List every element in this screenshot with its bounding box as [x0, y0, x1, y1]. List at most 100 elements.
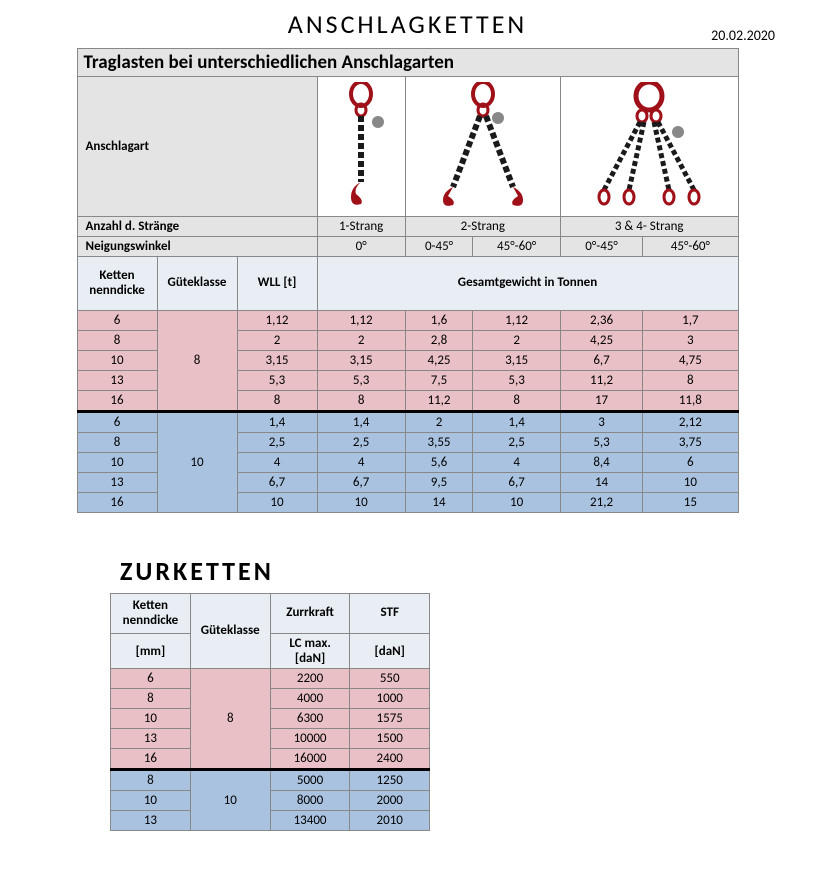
- table-row: 682200550: [111, 669, 430, 689]
- z-mm-label: [mm]: [111, 634, 191, 669]
- cell-stf: 550: [350, 669, 430, 689]
- cell-dia: 13: [77, 473, 157, 493]
- cell-value: 5,6: [405, 453, 473, 473]
- cell-value: 4,25: [405, 351, 473, 371]
- cell-wll: 6,7: [237, 473, 317, 493]
- cell-dia: 13: [111, 729, 191, 749]
- cell-dia: 16: [77, 391, 157, 412]
- cell-dia: 10: [111, 791, 191, 811]
- cell-wll: 2,5: [237, 433, 317, 453]
- cell-dia: 10: [77, 453, 157, 473]
- cell-stf: 1575: [350, 709, 430, 729]
- cell-value: 2: [473, 331, 561, 351]
- cell-dia: 6: [77, 412, 157, 433]
- cell-lc: 8000: [270, 791, 350, 811]
- cell-value: 1,6: [405, 311, 473, 331]
- cell-value: 3,75: [643, 433, 738, 453]
- cell-value: 9,5: [405, 473, 473, 493]
- document-page: ANSCHLAGKETTEN 20.02.2020 Traglasten bei…: [0, 0, 815, 851]
- table-row: 10 80002000: [111, 791, 430, 811]
- cell-guete: 10: [190, 770, 270, 831]
- cell-value: 6,7: [317, 473, 405, 493]
- table-row: 16 160002400: [111, 749, 430, 770]
- cell-dia: 10: [77, 351, 157, 371]
- chain-2-strand-icon: [405, 77, 560, 217]
- chain-4-strand-icon: [560, 77, 738, 217]
- cell-dia: 13: [77, 371, 157, 391]
- table-row: 13100001500: [111, 729, 430, 749]
- cell-value: 3: [560, 412, 642, 433]
- cell-value: 11,2: [405, 391, 473, 412]
- main-title: ANSCHLAGKETTEN: [40, 8, 775, 40]
- cell-dia: 8: [111, 689, 191, 709]
- cell-lc: 16000: [270, 749, 350, 770]
- cell-value: 4,25: [560, 331, 642, 351]
- cell-value: 15: [643, 493, 738, 513]
- cell-value: 3,55: [405, 433, 473, 453]
- cell-dia: 10: [111, 709, 191, 729]
- cell-wll: 8: [237, 391, 317, 412]
- cell-wll: 1,4: [237, 412, 317, 433]
- table-row: 681,121,121,61,122,361,7: [77, 311, 738, 331]
- z-dan-label: [daN]: [350, 634, 430, 669]
- zurketten-section: ZURKETTEN Ketten nenndicke Güteklasse Zu…: [40, 555, 775, 831]
- cell-value: 1,4: [473, 412, 561, 433]
- cell-value: 6,7: [473, 473, 561, 493]
- cell-value: 2,36: [560, 311, 642, 331]
- cell-dia: 8: [77, 433, 157, 453]
- cell-value: 14: [560, 473, 642, 493]
- table-row: 6101,41,421,432,12: [77, 412, 738, 433]
- cell-dia: 16: [111, 749, 191, 770]
- cell-guete: 10: [157, 412, 237, 513]
- cell-value: 8: [317, 391, 405, 412]
- cell-lc: 6300: [270, 709, 350, 729]
- angle-4: 45°-60°: [643, 237, 738, 257]
- cell-guete: 8: [190, 669, 270, 770]
- cell-dia: 13: [111, 811, 191, 831]
- strand-34: 3 & 4- Strang: [560, 217, 738, 237]
- cell-value: 2: [405, 412, 473, 433]
- cell-lc: 4000: [270, 689, 350, 709]
- z-stf-label: STF: [350, 594, 430, 634]
- cell-stf: 2000: [350, 791, 430, 811]
- cell-wll: 3,15: [237, 351, 317, 371]
- angle-3: 0°-45°: [560, 237, 642, 257]
- wll-label: WLL [t]: [237, 257, 317, 311]
- cell-value: 6,7: [560, 351, 642, 371]
- z-zurr-label: Zurrkraft: [270, 594, 350, 634]
- cell-value: 5,3: [317, 371, 405, 391]
- table-row: 81050001250: [111, 770, 430, 791]
- table-row: 10 63001575: [111, 709, 430, 729]
- zurketten-title: ZURKETTEN: [120, 555, 775, 587]
- cell-wll: 2: [237, 331, 317, 351]
- strand-2: 2-Strang: [405, 217, 560, 237]
- cell-wll: 1,12: [237, 311, 317, 331]
- cell-guete: 8: [157, 311, 237, 412]
- cell-value: 17: [560, 391, 642, 412]
- cell-value: 2,5: [317, 433, 405, 453]
- anzahl-label: Anzahl d. Stränge: [77, 217, 317, 237]
- strand-1: 1-Strang: [317, 217, 405, 237]
- anschlagketten-table: Traglasten bei unterschiedlichen Anschla…: [77, 48, 739, 513]
- angle-2: 45°-60°: [473, 237, 561, 257]
- cell-stf: 1250: [350, 770, 430, 791]
- cell-value: 6: [643, 453, 738, 473]
- cell-stf: 2400: [350, 749, 430, 770]
- chain-1-strand-icon: [317, 77, 405, 217]
- anschlagart-label: Anschlagart: [77, 77, 317, 217]
- cell-value: 14: [405, 493, 473, 513]
- cell-value: 3,15: [317, 351, 405, 371]
- cell-dia: 6: [77, 311, 157, 331]
- cell-value: 8: [643, 371, 738, 391]
- cell-value: 4,75: [643, 351, 738, 371]
- cell-value: 2,8: [405, 331, 473, 351]
- cell-value: 7,5: [405, 371, 473, 391]
- ketten-label: Ketten nenndicke: [77, 257, 157, 311]
- cell-value: 8: [473, 391, 561, 412]
- cell-lc: 13400: [270, 811, 350, 831]
- neigung-label: Neigungswinkel: [77, 237, 317, 257]
- z-ketten-label: Ketten nenndicke: [111, 594, 191, 634]
- cell-value: 5,3: [473, 371, 561, 391]
- guete-label: Güteklasse: [157, 257, 237, 311]
- z-guete-label: Güteklasse: [190, 594, 270, 669]
